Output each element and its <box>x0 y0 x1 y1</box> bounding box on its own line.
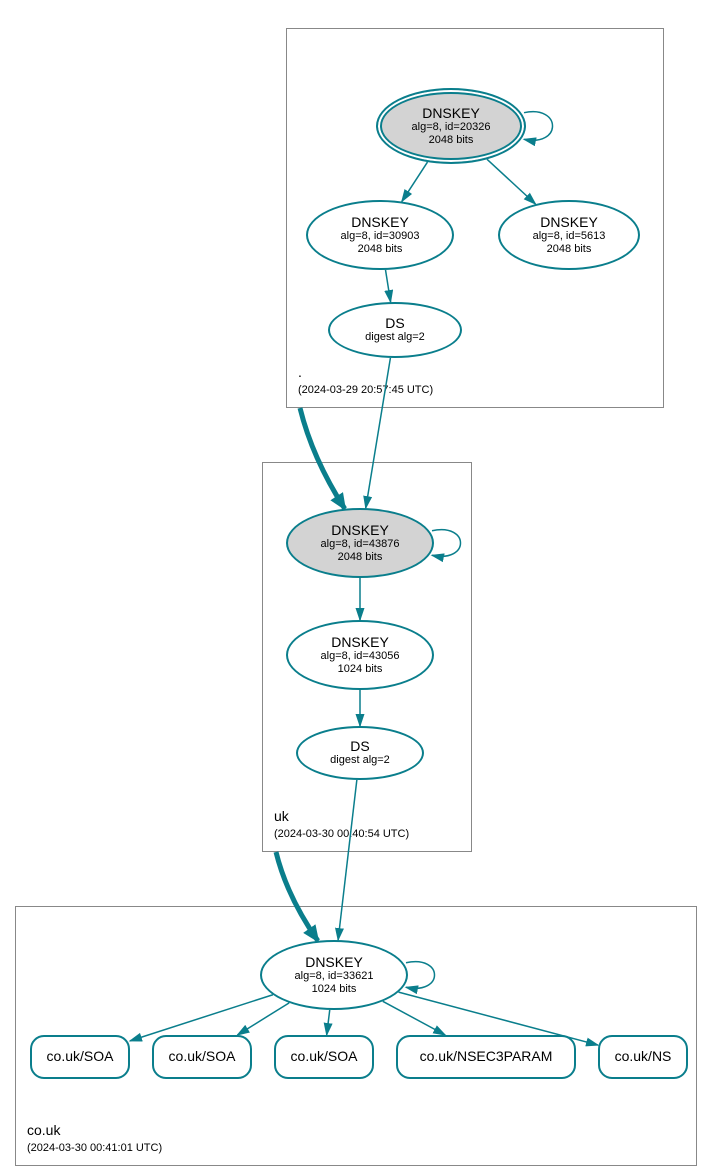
node-line1: alg=8, id=43876 <box>321 538 400 551</box>
node-root-ds: DS digest alg=2 <box>328 302 462 358</box>
node-title: co.uk/SOA <box>169 1049 236 1064</box>
node-line2: 2048 bits <box>547 243 592 256</box>
zone-uk-label: uk <box>274 808 289 824</box>
node-line1: digest alg=2 <box>330 754 390 767</box>
node-couk-ksk: DNSKEY alg=8, id=33621 1024 bits <box>260 940 408 1010</box>
zone-couk-sublabel: (2024-03-30 00:41:01 UTC) <box>27 1142 162 1154</box>
node-line1: digest alg=2 <box>365 331 425 344</box>
node-title: DNSKEY <box>422 106 480 121</box>
node-uk-ds: DS digest alg=2 <box>296 726 424 780</box>
node-rr-nsec3param: co.uk/NSEC3PARAM <box>396 1035 576 1079</box>
node-uk-ksk: DNSKEY alg=8, id=43876 2048 bits <box>286 508 434 578</box>
node-rr-ns: co.uk/NS <box>598 1035 688 1079</box>
node-title: DS <box>385 316 404 331</box>
node-root-zsk2: DNSKEY alg=8, id=5613 2048 bits <box>498 200 640 270</box>
node-line1: alg=8, id=20326 <box>412 121 491 134</box>
node-title: DNSKEY <box>305 955 363 970</box>
node-line2: 1024 bits <box>338 663 383 676</box>
node-line2: 1024 bits <box>312 983 357 996</box>
node-line2: 2048 bits <box>429 134 474 147</box>
node-title: DNSKEY <box>351 215 409 230</box>
node-root-zsk1: DNSKEY alg=8, id=30903 2048 bits <box>306 200 454 270</box>
node-root-ksk: DNSKEY alg=8, id=20326 2048 bits <box>376 88 526 164</box>
zone-couk-label: co.uk <box>27 1122 60 1138</box>
node-title: co.uk/NS <box>615 1049 672 1064</box>
node-title: co.uk/SOA <box>291 1049 358 1064</box>
node-line1: alg=8, id=43056 <box>321 650 400 663</box>
node-line1: alg=8, id=30903 <box>341 230 420 243</box>
node-title: DS <box>350 739 369 754</box>
node-title: co.uk/SOA <box>47 1049 114 1064</box>
node-rr-soa2: co.uk/SOA <box>152 1035 252 1079</box>
node-line1: alg=8, id=5613 <box>533 230 606 243</box>
node-rr-soa1: co.uk/SOA <box>30 1035 130 1079</box>
node-rr-soa3: co.uk/SOA <box>274 1035 374 1079</box>
node-title: DNSKEY <box>331 523 389 538</box>
node-line1: alg=8, id=33621 <box>295 970 374 983</box>
node-line2: 2048 bits <box>358 243 403 256</box>
node-line2: 2048 bits <box>338 551 383 564</box>
node-title: co.uk/NSEC3PARAM <box>420 1049 553 1064</box>
zone-uk-sublabel: (2024-03-30 00:40:54 UTC) <box>274 828 409 840</box>
node-title: DNSKEY <box>540 215 598 230</box>
node-title: DNSKEY <box>331 635 389 650</box>
node-uk-zsk: DNSKEY alg=8, id=43056 1024 bits <box>286 620 434 690</box>
zone-root-sublabel: (2024-03-29 20:57:45 UTC) <box>298 384 433 396</box>
zone-root-label: . <box>298 364 302 380</box>
